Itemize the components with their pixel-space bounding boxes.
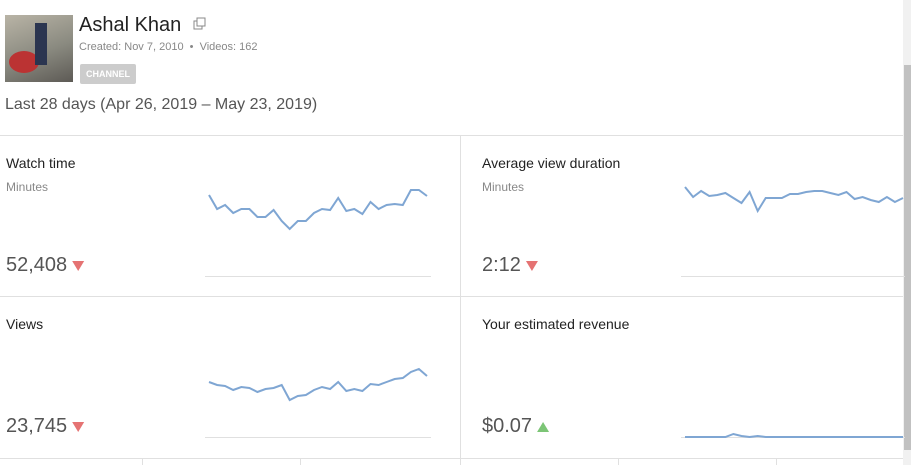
card-value: $0.07 <box>482 415 533 437</box>
channel-meta: Created: Nov 7, 2010 • Videos: 162 <box>79 41 257 53</box>
trend-arrow <box>537 422 550 432</box>
card-title: Views <box>6 316 44 332</box>
created: Created: Nov 7, 2010 <box>79 41 184 53</box>
card-title: Watch time <box>6 155 76 171</box>
avatar-shape <box>9 51 39 73</box>
videos: Videos: 162 <box>199 41 258 53</box>
sparkline <box>685 432 903 439</box>
card-title: Average view duration <box>482 155 621 171</box>
card-title: Your estimated revenue <box>482 316 630 332</box>
sparkline <box>208 367 428 402</box>
sparkline <box>684 186 904 214</box>
avatar-shape <box>35 23 47 65</box>
card-unit: Minutes <box>6 180 49 194</box>
trend-arrow <box>72 422 85 432</box>
card-unit: Minutes <box>482 180 525 194</box>
separator: • <box>189 41 194 53</box>
trend-arrow <box>525 261 538 271</box>
sparkline <box>208 189 428 231</box>
channel-name[interactable]: Ashal Khan <box>79 14 182 36</box>
scrollbar-thumb[interactable] <box>904 65 911 450</box>
period: Last 28 days (Apr 26, 2019 – May 23, 201… <box>5 96 318 113</box>
external-link-icon <box>196 17 206 27</box>
trend-arrow <box>72 261 85 271</box>
channel-badge[interactable]: CHANNEL <box>80 64 136 84</box>
card-value: 52,408 <box>6 254 68 276</box>
card-value: 2:12 <box>482 254 521 276</box>
avatar[interactable] <box>5 15 73 82</box>
card-value: 23,745 <box>6 415 68 437</box>
